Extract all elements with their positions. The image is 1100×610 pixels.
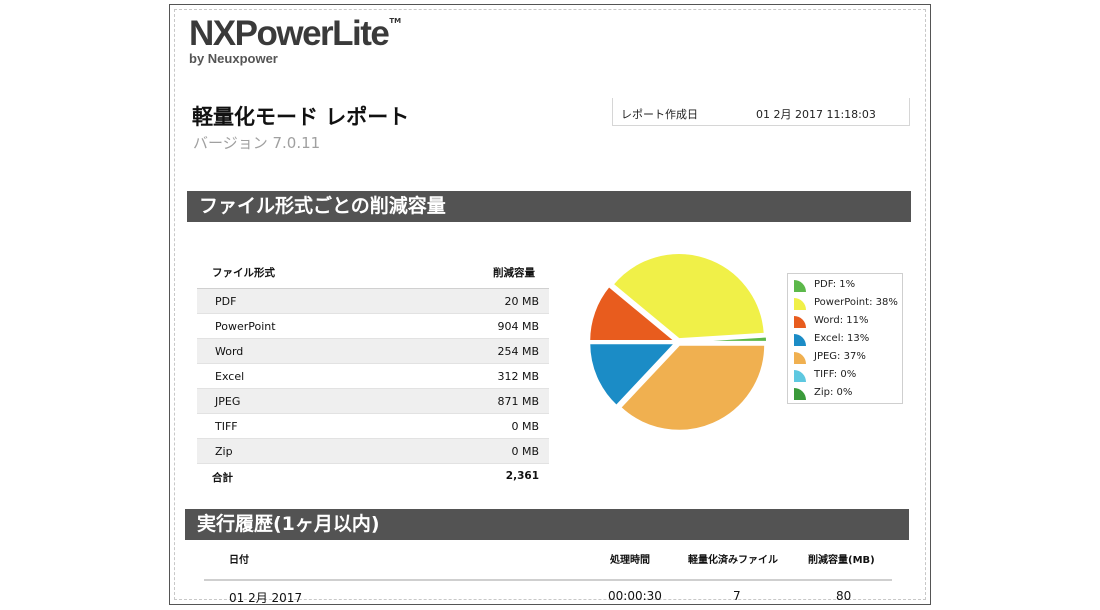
legend-swatch-icon <box>794 298 810 310</box>
table-row: TIFF 0 MB <box>197 414 549 439</box>
pie-chart-svg <box>588 252 768 432</box>
legend-label: TIFF: 0% <box>814 369 857 380</box>
history-saved-cell: 80 <box>836 589 852 603</box>
saved-size-cell: 20 MB <box>504 295 539 308</box>
logo-trademark: TM <box>389 17 402 25</box>
file-type-cell: Excel <box>215 370 245 383</box>
header-compressed-files: 軽量化済みファイル <box>688 555 778 566</box>
header-saved-size: 削減容量 <box>493 267 535 279</box>
pie-slice-jpeg <box>618 343 767 432</box>
saved-size-cell: 254 MB <box>497 345 539 358</box>
saved-size-cell: 0 MB <box>511 420 539 433</box>
saved-size-cell: 312 MB <box>497 370 539 383</box>
report-page: NXPowerLiteTM by Neuxpower 軽量化モード レポート バ… <box>169 4 931 605</box>
table-row: Excel 312 MB <box>197 364 549 389</box>
table-row: Zip 0 MB <box>197 439 549 464</box>
created-date-value: 01 2月 2017 11:18:03 <box>756 108 876 121</box>
legend-label: Zip: 0% <box>814 387 853 398</box>
section-header-history: 実行履歴(1ヶ月以内) <box>185 509 909 540</box>
total-value: 2,361 <box>505 470 539 482</box>
nxpowerlite-logo: NXPowerLiteTM by Neuxpower <box>189 16 401 65</box>
header-date: 日付 <box>229 555 249 566</box>
history-date-cell: 01 2月 2017 <box>229 591 303 605</box>
history-table: 日付 処理時間 軽量化済みファイル 削減容量(MB) 01 2月 2017 00… <box>204 543 892 605</box>
legend-swatch-icon <box>794 316 810 328</box>
file-type-table: ファイル形式 削減容量 PDF 20 MB PowerPoint 904 MB … <box>197 261 549 488</box>
file-type-table-header: ファイル形式 削減容量 <box>197 261 549 289</box>
saved-size-cell: 904 MB <box>497 320 539 333</box>
file-type-cell: Zip <box>215 445 233 458</box>
table-row: PowerPoint 904 MB <box>197 314 549 339</box>
legend-swatch-icon <box>794 280 810 292</box>
pie-slice-powerpoint <box>611 252 766 341</box>
table-row: Word 254 MB <box>197 339 549 364</box>
total-label: 合計 <box>212 472 233 484</box>
file-type-cell: PDF <box>215 295 237 308</box>
file-type-cell: TIFF <box>215 420 238 433</box>
legend-label: Word: 11% <box>814 315 869 326</box>
report-title: 軽量化モード レポート <box>192 105 410 129</box>
report-version: バージョン 7.0.11 <box>193 134 321 152</box>
logo-wordmark: NXPowerLiteTM <box>189 16 401 51</box>
pie-slice-pdf <box>680 335 768 343</box>
section-header-by-type: ファイル形式ごとの削減容量 <box>187 191 911 222</box>
table-row: 01 2月 2017 00:00:30 7 80 <box>204 581 892 605</box>
created-date-label: レポート作成日 <box>621 108 698 121</box>
history-table-header: 日付 処理時間 軽量化済みファイル 削減容量(MB) <box>204 543 892 581</box>
legend-label: Excel: 13% <box>814 333 870 344</box>
pie-slice-excel <box>588 342 678 408</box>
logo-brand: NXPowerLite <box>189 14 390 53</box>
logo-byline: by Neuxpower <box>189 51 278 66</box>
legend-label: PowerPoint: 38% <box>814 297 898 308</box>
header-processing-time: 処理時間 <box>610 555 650 566</box>
legend-swatch-icon <box>794 334 810 346</box>
pie-slice-word <box>588 284 678 342</box>
legend-swatch-icon <box>794 352 810 364</box>
file-type-cell: JPEG <box>215 395 241 408</box>
legend-swatch-icon <box>794 370 810 382</box>
header-saved-mb: 削減容量(MB) <box>808 555 875 566</box>
savings-pie-chart <box>588 250 768 434</box>
table-row: JPEG 871 MB <box>197 389 549 414</box>
history-time-cell: 00:00:30 <box>608 589 662 603</box>
legend-label: JPEG: 37% <box>814 351 866 362</box>
header-file-type: ファイル形式 <box>212 267 275 279</box>
report-page-border <box>174 9 926 600</box>
chart-legend: PDF: 1% PowerPoint: 38% Word: 11% Excel: 13… <box>787 273 903 404</box>
saved-size-cell: 871 MB <box>497 395 539 408</box>
table-total-row: 合計 2,361 <box>197 464 549 488</box>
report-meta-box: レポート作成日 01 2月 2017 11:18:03 <box>612 98 910 126</box>
table-row: PDF 20 MB <box>197 289 549 314</box>
legend-swatch-icon <box>794 388 810 400</box>
history-files-cell: 7 <box>733 589 741 603</box>
saved-size-cell: 0 MB <box>511 445 539 458</box>
file-type-cell: PowerPoint <box>215 320 276 333</box>
legend-label: PDF: 1% <box>814 279 856 290</box>
file-type-cell: Word <box>215 345 244 358</box>
